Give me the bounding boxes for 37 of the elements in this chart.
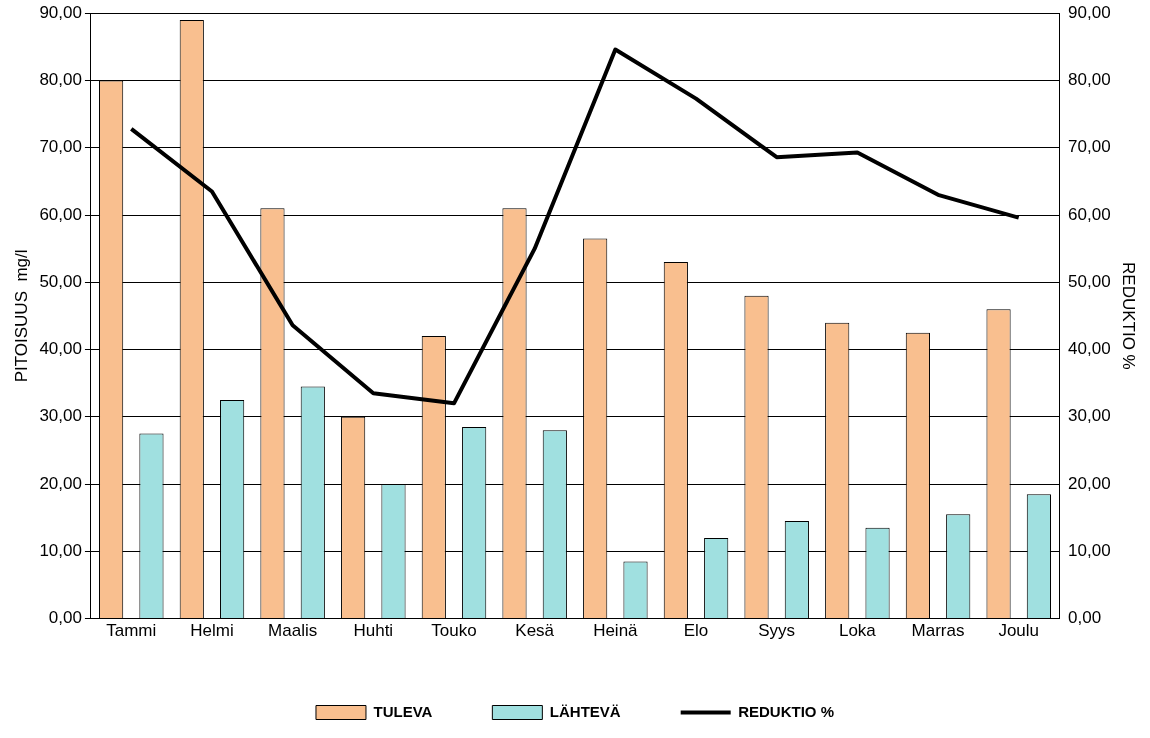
y2-tick-label: 90,00 [1068, 2, 1111, 22]
x-tick-label: Maalis [268, 621, 318, 641]
y2-tick-label: 50,00 [1068, 271, 1111, 291]
y2-tick-label: 30,00 [1068, 406, 1111, 426]
x-tick-label: Syys [758, 621, 796, 641]
x-tick-label: Loka [838, 621, 877, 641]
y2-tick-label: 40,00 [1068, 339, 1111, 359]
x-tick-label: Kesä [515, 621, 555, 641]
y2-tick-label: 60,00 [1068, 204, 1111, 224]
y-tick-label: 90,00 [39, 2, 82, 22]
x-tick-label: Elo [683, 621, 709, 641]
y-tick-label: 70,00 [39, 137, 82, 157]
y-tick-label: 40,00 [39, 339, 82, 359]
y2-axis-title: REDUKTIO % [1119, 262, 1139, 370]
y-axis-title: PITOISUUS mg/l [11, 249, 31, 383]
x-tick-label: Helmi [190, 621, 234, 641]
x-tick-label: Heinä [593, 621, 639, 641]
y-tick-label: 20,00 [39, 473, 82, 493]
x-tick-label: Tammi [106, 621, 157, 641]
y2-tick-label: 70,00 [1068, 137, 1111, 157]
y-tick-label: 0,00 [48, 608, 82, 628]
y2-tick-label: 80,00 [1068, 70, 1111, 90]
legend-label: TULEVA [373, 702, 433, 720]
legend-label: REDUKTIO % [738, 702, 835, 720]
y2-tick-label: 20,00 [1068, 473, 1111, 493]
x-tick-label: Joulu [998, 621, 1040, 641]
legend-label: LÄHTEVÄ [549, 702, 621, 720]
y2-tick-label: 0,00 [1068, 608, 1102, 628]
x-tick-label: Touko [431, 621, 477, 641]
x-tick-label: Huhti [353, 621, 394, 641]
y-tick-label: 50,00 [39, 271, 82, 291]
y-tick-label: 60,00 [39, 204, 82, 224]
x-tick-label: Marras [911, 621, 965, 641]
y-tick-label: 10,00 [39, 541, 82, 561]
y2-tick-label: 10,00 [1068, 541, 1111, 561]
y-tick-label: 80,00 [39, 70, 82, 90]
y-tick-label: 30,00 [39, 406, 82, 426]
